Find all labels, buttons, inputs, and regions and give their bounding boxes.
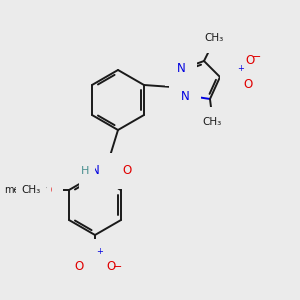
Text: N: N: [177, 61, 185, 74]
Text: O: O: [243, 79, 253, 92]
Text: N: N: [91, 164, 99, 178]
Text: N: N: [232, 67, 240, 80]
Text: CH₃: CH₃: [21, 185, 40, 195]
Text: O: O: [74, 260, 84, 274]
Text: methoxy: methoxy: [4, 185, 46, 195]
Text: +: +: [97, 248, 104, 256]
Text: −: −: [113, 262, 123, 272]
Text: O: O: [122, 164, 132, 178]
Text: N: N: [91, 250, 99, 263]
Text: −: −: [252, 52, 262, 62]
Text: O: O: [106, 260, 116, 274]
Text: O: O: [42, 184, 52, 196]
Text: N: N: [181, 91, 189, 103]
Text: CH₃: CH₃: [202, 117, 222, 127]
Text: O: O: [245, 55, 255, 68]
Text: CH₃: CH₃: [204, 33, 224, 43]
Text: +: +: [237, 64, 244, 73]
Text: H: H: [81, 166, 89, 176]
